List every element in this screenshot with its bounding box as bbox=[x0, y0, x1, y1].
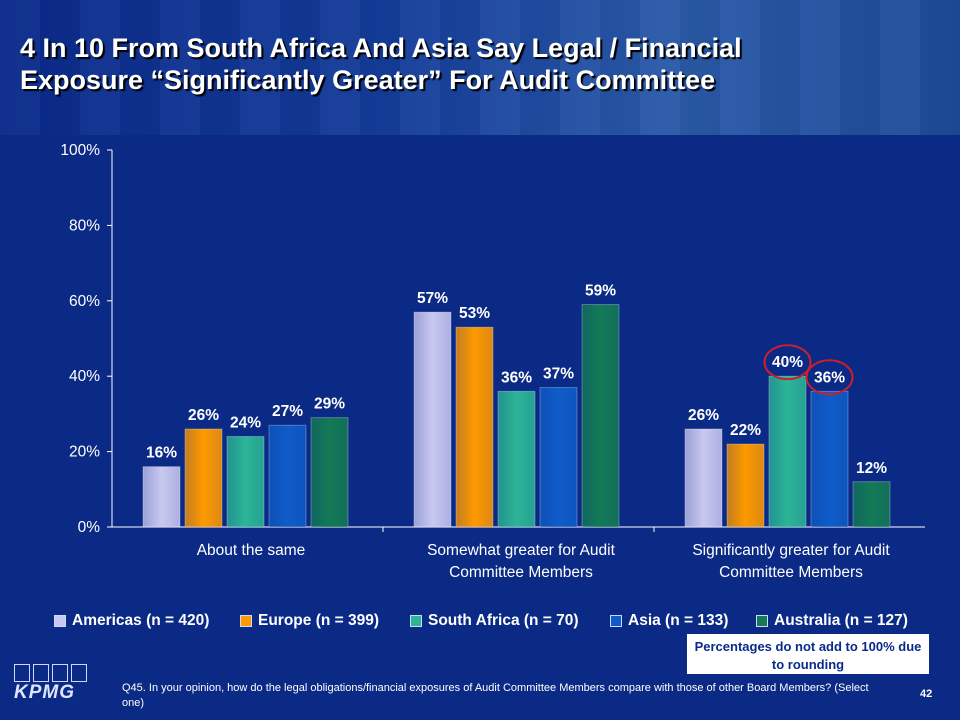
header-band bbox=[0, 0, 960, 135]
bar-value-label: 27% bbox=[272, 403, 303, 420]
highlight-circle bbox=[763, 344, 812, 381]
bar-value-label: 22% bbox=[730, 422, 761, 439]
kpmg-logo: KPMG bbox=[14, 664, 100, 710]
bar bbox=[581, 304, 620, 528]
y-tick-label: 0% bbox=[78, 519, 101, 536]
legend-label: Australia (n = 127) bbox=[774, 612, 908, 629]
legend-swatch bbox=[756, 614, 768, 627]
y-tick-label: 80% bbox=[69, 217, 100, 234]
y-tick-label: 60% bbox=[69, 293, 100, 310]
bar bbox=[184, 428, 223, 528]
legend-item-asia: Asia (n = 133) bbox=[610, 612, 728, 630]
survey-question-footnote: Q45. In your opinion, how do the legal o… bbox=[122, 682, 869, 709]
bar-value-label: 26% bbox=[688, 407, 719, 424]
logo-box bbox=[52, 664, 68, 682]
bar bbox=[455, 326, 494, 528]
bar bbox=[768, 375, 807, 528]
bar-value-label: 40% bbox=[772, 354, 803, 371]
y-tick-label: 100% bbox=[60, 142, 100, 159]
category-label-line: About the same bbox=[196, 542, 306, 559]
bar bbox=[413, 311, 452, 528]
bar-value-label: 16% bbox=[146, 445, 177, 462]
bar bbox=[684, 428, 723, 528]
category-label-about-same: About the same bbox=[121, 540, 381, 562]
legend-label: Europe (n = 399) bbox=[258, 612, 380, 629]
bar bbox=[810, 390, 849, 528]
bar-value-label: 36% bbox=[814, 369, 845, 386]
bar-value-label: 29% bbox=[314, 396, 345, 413]
bar bbox=[142, 466, 181, 528]
highlight-circle bbox=[805, 359, 854, 396]
bar-value-label: 37% bbox=[543, 366, 574, 383]
category-label-line: Significantly greater for Audit bbox=[692, 542, 890, 559]
category-label-significantly-greater: Significantly greater for Audit Committe… bbox=[661, 540, 921, 584]
bar bbox=[852, 481, 891, 528]
legend-swatch bbox=[610, 614, 622, 627]
category-label-line: Committee Members bbox=[719, 564, 863, 581]
legend-label: Americas (n = 420) bbox=[72, 612, 210, 629]
legend-swatch bbox=[410, 614, 422, 627]
logo-box bbox=[14, 664, 30, 682]
category-label-somewhat-greater: Somewhat greater for Audit Committee Mem… bbox=[391, 540, 651, 584]
legend-swatch bbox=[240, 614, 252, 627]
bar bbox=[497, 390, 536, 528]
logo-text: KPMG bbox=[14, 682, 75, 703]
legend-item-europe: Europe (n = 399) bbox=[240, 612, 379, 630]
bar bbox=[539, 387, 578, 528]
legend-swatch bbox=[54, 614, 66, 627]
title-line-2: Exposure “Significantly Greater” For Aud… bbox=[20, 65, 716, 95]
bar bbox=[268, 424, 307, 528]
bar bbox=[726, 443, 765, 528]
legend-label: Asia (n = 133) bbox=[628, 612, 729, 629]
bar bbox=[310, 417, 349, 528]
bar-value-label: 12% bbox=[856, 460, 887, 477]
legend-item-south-africa: South Africa (n = 70) bbox=[410, 612, 579, 630]
title-line-1: 4 In 10 From South Africa And Asia Say L… bbox=[20, 33, 742, 63]
legend-item-australia: Australia (n = 127) bbox=[756, 612, 908, 630]
bar-value-label: 24% bbox=[230, 415, 261, 432]
category-label-line: Committee Members bbox=[449, 564, 593, 581]
logo-box bbox=[71, 664, 87, 682]
bar-value-label: 53% bbox=[459, 305, 490, 322]
bar-value-label: 26% bbox=[188, 407, 219, 424]
legend-item-americas: Americas (n = 420) bbox=[54, 612, 209, 630]
y-tick-label: 20% bbox=[69, 444, 100, 461]
logo-box bbox=[33, 664, 49, 682]
y-tick-label: 40% bbox=[69, 368, 100, 385]
bar bbox=[226, 436, 265, 528]
slide-title: 4 In 10 From South Africa And Asia Say L… bbox=[20, 32, 940, 96]
category-label-line: Somewhat greater for Audit bbox=[427, 542, 615, 559]
bar-value-label: 59% bbox=[585, 283, 616, 300]
chart-legend: Americas (n = 420) Europe (n = 399) Sout… bbox=[54, 612, 914, 632]
rounding-note: Percentages do not add to 100% due to ro… bbox=[686, 633, 930, 675]
legend-label: South Africa (n = 70) bbox=[428, 612, 579, 629]
bar-value-label: 57% bbox=[417, 290, 448, 307]
bar-value-label: 36% bbox=[501, 369, 532, 386]
page-number: 42 bbox=[920, 688, 933, 700]
